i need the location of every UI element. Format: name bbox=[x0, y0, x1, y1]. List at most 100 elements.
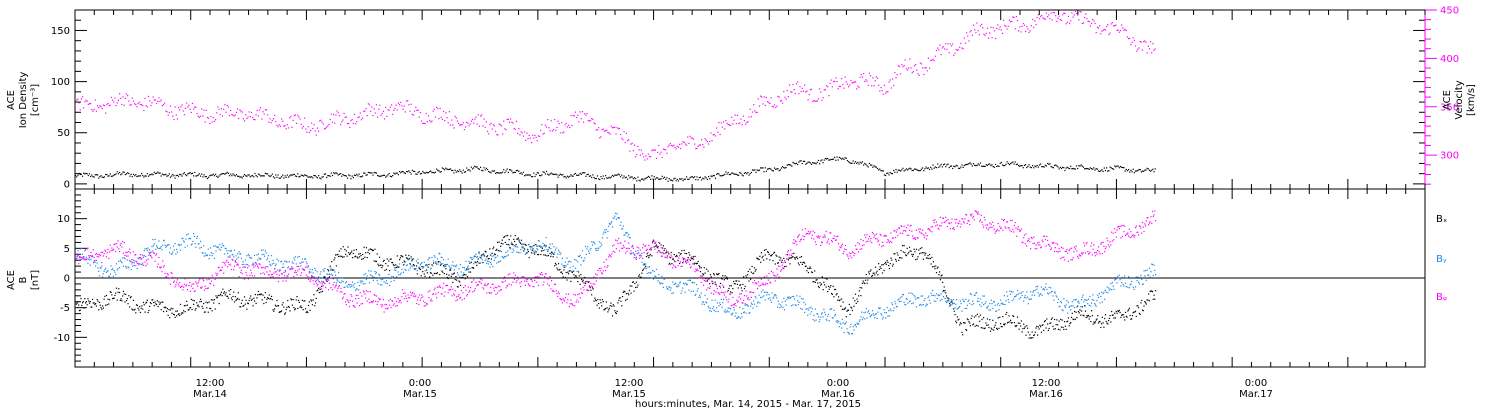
velocity-point bbox=[480, 115, 482, 117]
bx-point bbox=[326, 280, 328, 282]
bx-point bbox=[407, 259, 409, 261]
bx-point bbox=[237, 297, 239, 300]
by-point bbox=[199, 240, 202, 243]
bx-point bbox=[658, 250, 660, 252]
ion-density-point bbox=[522, 171, 525, 173]
bx-point bbox=[1146, 299, 1148, 301]
velocity-point bbox=[806, 90, 808, 92]
velocity-point bbox=[804, 84, 806, 86]
ion-density-point bbox=[654, 178, 656, 180]
velocity-point bbox=[258, 109, 261, 111]
bx-point bbox=[1143, 305, 1145, 307]
bx-point bbox=[1016, 324, 1018, 327]
by-point bbox=[206, 254, 209, 257]
ion-density-point bbox=[764, 167, 766, 169]
bx-point bbox=[294, 309, 296, 311]
by-point bbox=[113, 269, 115, 272]
by-point bbox=[144, 248, 146, 250]
velocity-point bbox=[881, 89, 883, 92]
ion-density-point bbox=[201, 173, 203, 175]
by-point bbox=[805, 308, 807, 310]
by-point bbox=[561, 257, 563, 260]
ion-density-point bbox=[604, 175, 607, 177]
bx-point bbox=[203, 311, 206, 313]
velocity-point bbox=[513, 127, 515, 130]
by-point bbox=[412, 265, 414, 267]
by-point bbox=[424, 270, 426, 272]
bx-point bbox=[1067, 317, 1070, 319]
velocity-point bbox=[400, 101, 402, 104]
by-point bbox=[1046, 288, 1048, 291]
velocity-point bbox=[388, 109, 390, 111]
by-point bbox=[78, 254, 80, 256]
bx-point bbox=[520, 242, 522, 244]
velocity-point bbox=[321, 121, 323, 123]
by-point bbox=[574, 258, 576, 261]
by-point bbox=[959, 300, 962, 302]
by-point bbox=[780, 306, 783, 308]
by-point bbox=[800, 307, 802, 310]
bx-point bbox=[355, 249, 357, 251]
by-point bbox=[720, 298, 722, 300]
ion-density-point bbox=[346, 177, 349, 179]
bx-point bbox=[507, 234, 509, 237]
velocity-point bbox=[996, 27, 998, 30]
ion-density-point bbox=[765, 170, 768, 172]
velocity-point bbox=[417, 109, 419, 111]
bx-point bbox=[629, 285, 631, 287]
bx-point bbox=[95, 305, 98, 307]
ion-density-point bbox=[327, 175, 329, 177]
velocity-point bbox=[445, 112, 447, 114]
velocity-point bbox=[1116, 29, 1118, 31]
velocity-point bbox=[861, 76, 864, 78]
bx-point bbox=[255, 302, 257, 304]
bx-point bbox=[392, 262, 394, 264]
ion-density-point bbox=[205, 176, 207, 178]
velocity-point bbox=[77, 98, 79, 100]
by-point bbox=[751, 303, 753, 305]
velocity-point bbox=[576, 116, 578, 119]
bx-point bbox=[718, 272, 720, 275]
by-point bbox=[906, 298, 908, 300]
bx-point bbox=[105, 294, 108, 297]
by-point bbox=[869, 315, 871, 318]
by-point bbox=[375, 271, 378, 273]
velocity-point bbox=[493, 125, 496, 127]
velocity-point bbox=[771, 105, 773, 107]
ion-density-point bbox=[460, 170, 462, 173]
bx-point bbox=[301, 299, 303, 301]
by-point bbox=[775, 295, 777, 297]
by-point bbox=[270, 255, 273, 257]
velocity-point bbox=[245, 114, 247, 116]
ion-density-point bbox=[1111, 168, 1113, 170]
velocity-point bbox=[691, 137, 693, 139]
by-point bbox=[320, 271, 322, 273]
by-point bbox=[717, 310, 719, 313]
by-point bbox=[362, 283, 364, 285]
bx-point bbox=[494, 253, 496, 256]
ion-density-point bbox=[986, 164, 989, 167]
by-point bbox=[472, 257, 474, 259]
bx-point bbox=[506, 243, 508, 246]
velocity-point bbox=[979, 25, 982, 27]
ion-density-point bbox=[825, 158, 828, 160]
bx-point bbox=[211, 310, 213, 312]
bx-point bbox=[1099, 321, 1101, 323]
bx-point bbox=[342, 246, 344, 248]
by-point bbox=[965, 298, 967, 301]
by-point bbox=[1093, 299, 1095, 301]
by-point bbox=[1074, 299, 1076, 301]
bx-point bbox=[476, 264, 478, 266]
by-point bbox=[382, 278, 384, 280]
by-point bbox=[358, 285, 361, 287]
velocity-point bbox=[1106, 25, 1108, 28]
by-point bbox=[406, 264, 408, 266]
by-point bbox=[95, 259, 98, 262]
velocity-point bbox=[357, 116, 359, 119]
ion-density-point bbox=[949, 165, 951, 167]
bx-point bbox=[176, 315, 178, 317]
by-point bbox=[1014, 295, 1016, 298]
by-point bbox=[556, 256, 558, 258]
velocity-point bbox=[849, 84, 851, 86]
bx-point bbox=[461, 277, 463, 279]
